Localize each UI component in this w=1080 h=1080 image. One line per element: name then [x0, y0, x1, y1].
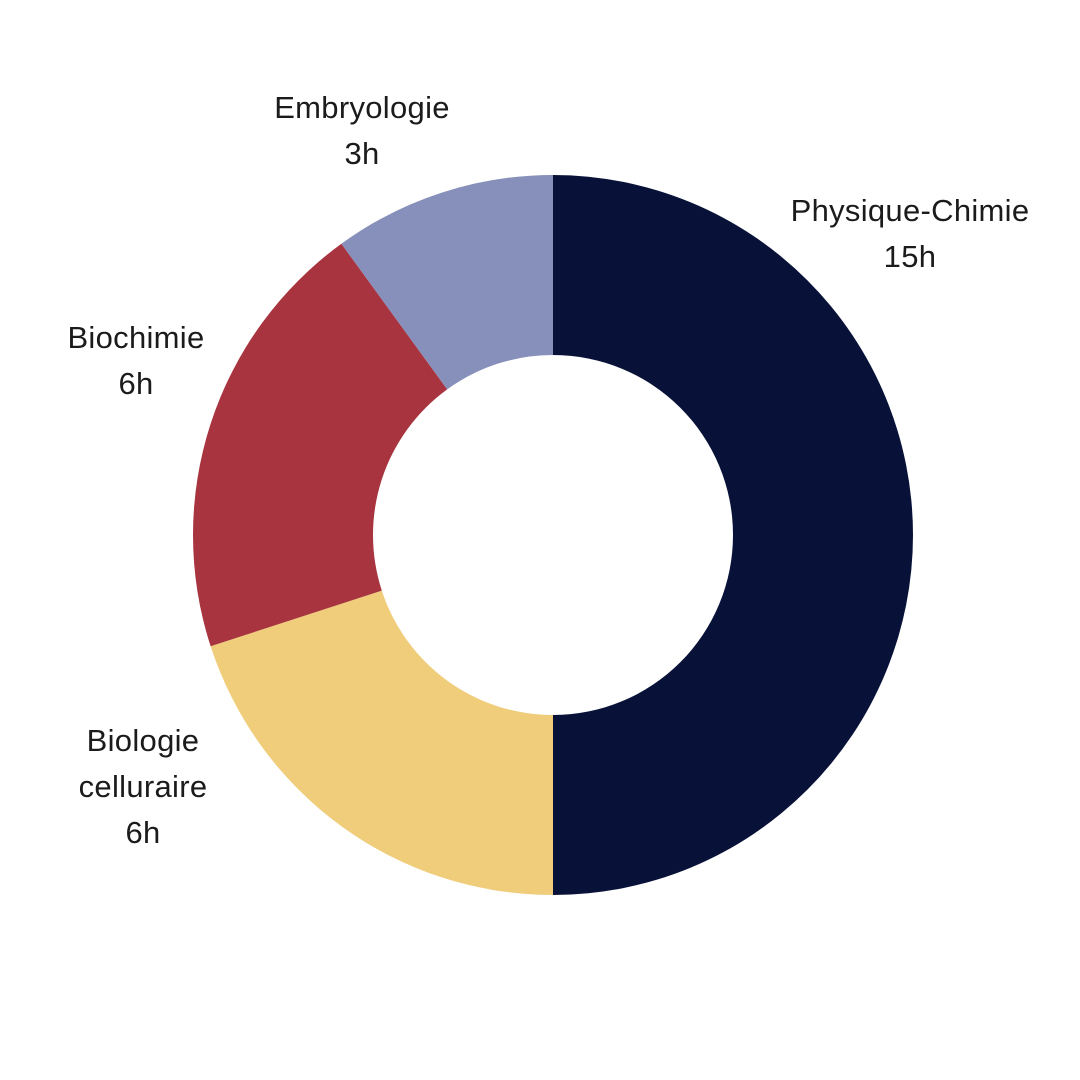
slice-value-biologie-cellulaire: 6h — [125, 815, 161, 850]
slice-physique-chimie — [553, 175, 913, 895]
slice-biochimie — [192, 243, 448, 647]
slice-value-physique-chimie: 15h — [883, 239, 937, 274]
slice-biologie-cellulaire — [210, 590, 553, 895]
slice-category-embryologie: Embryologie — [274, 90, 450, 125]
slice-label-physique-chimie: Physique-Chimie 15h — [791, 188, 1030, 280]
slice-value-embryologie: 3h — [344, 136, 380, 171]
slice-category-biologie-line2: celluraire — [78, 769, 208, 804]
slice-value-biochimie: 6h — [118, 366, 154, 401]
slice-label-embryologie: Embryologie 3h — [274, 85, 450, 177]
slice-label-biochimie: Biochimie 6h — [67, 315, 204, 407]
slice-category-biochimie: Biochimie — [67, 320, 205, 355]
slice-category-physique-chimie: Physique-Chimie — [790, 193, 1030, 228]
slice-embryologie — [341, 175, 553, 390]
slice-label-biologie-cellulaire: Biologie celluraire 6h — [79, 718, 208, 856]
slice-category-biologie-line1: Biologie — [86, 723, 200, 758]
